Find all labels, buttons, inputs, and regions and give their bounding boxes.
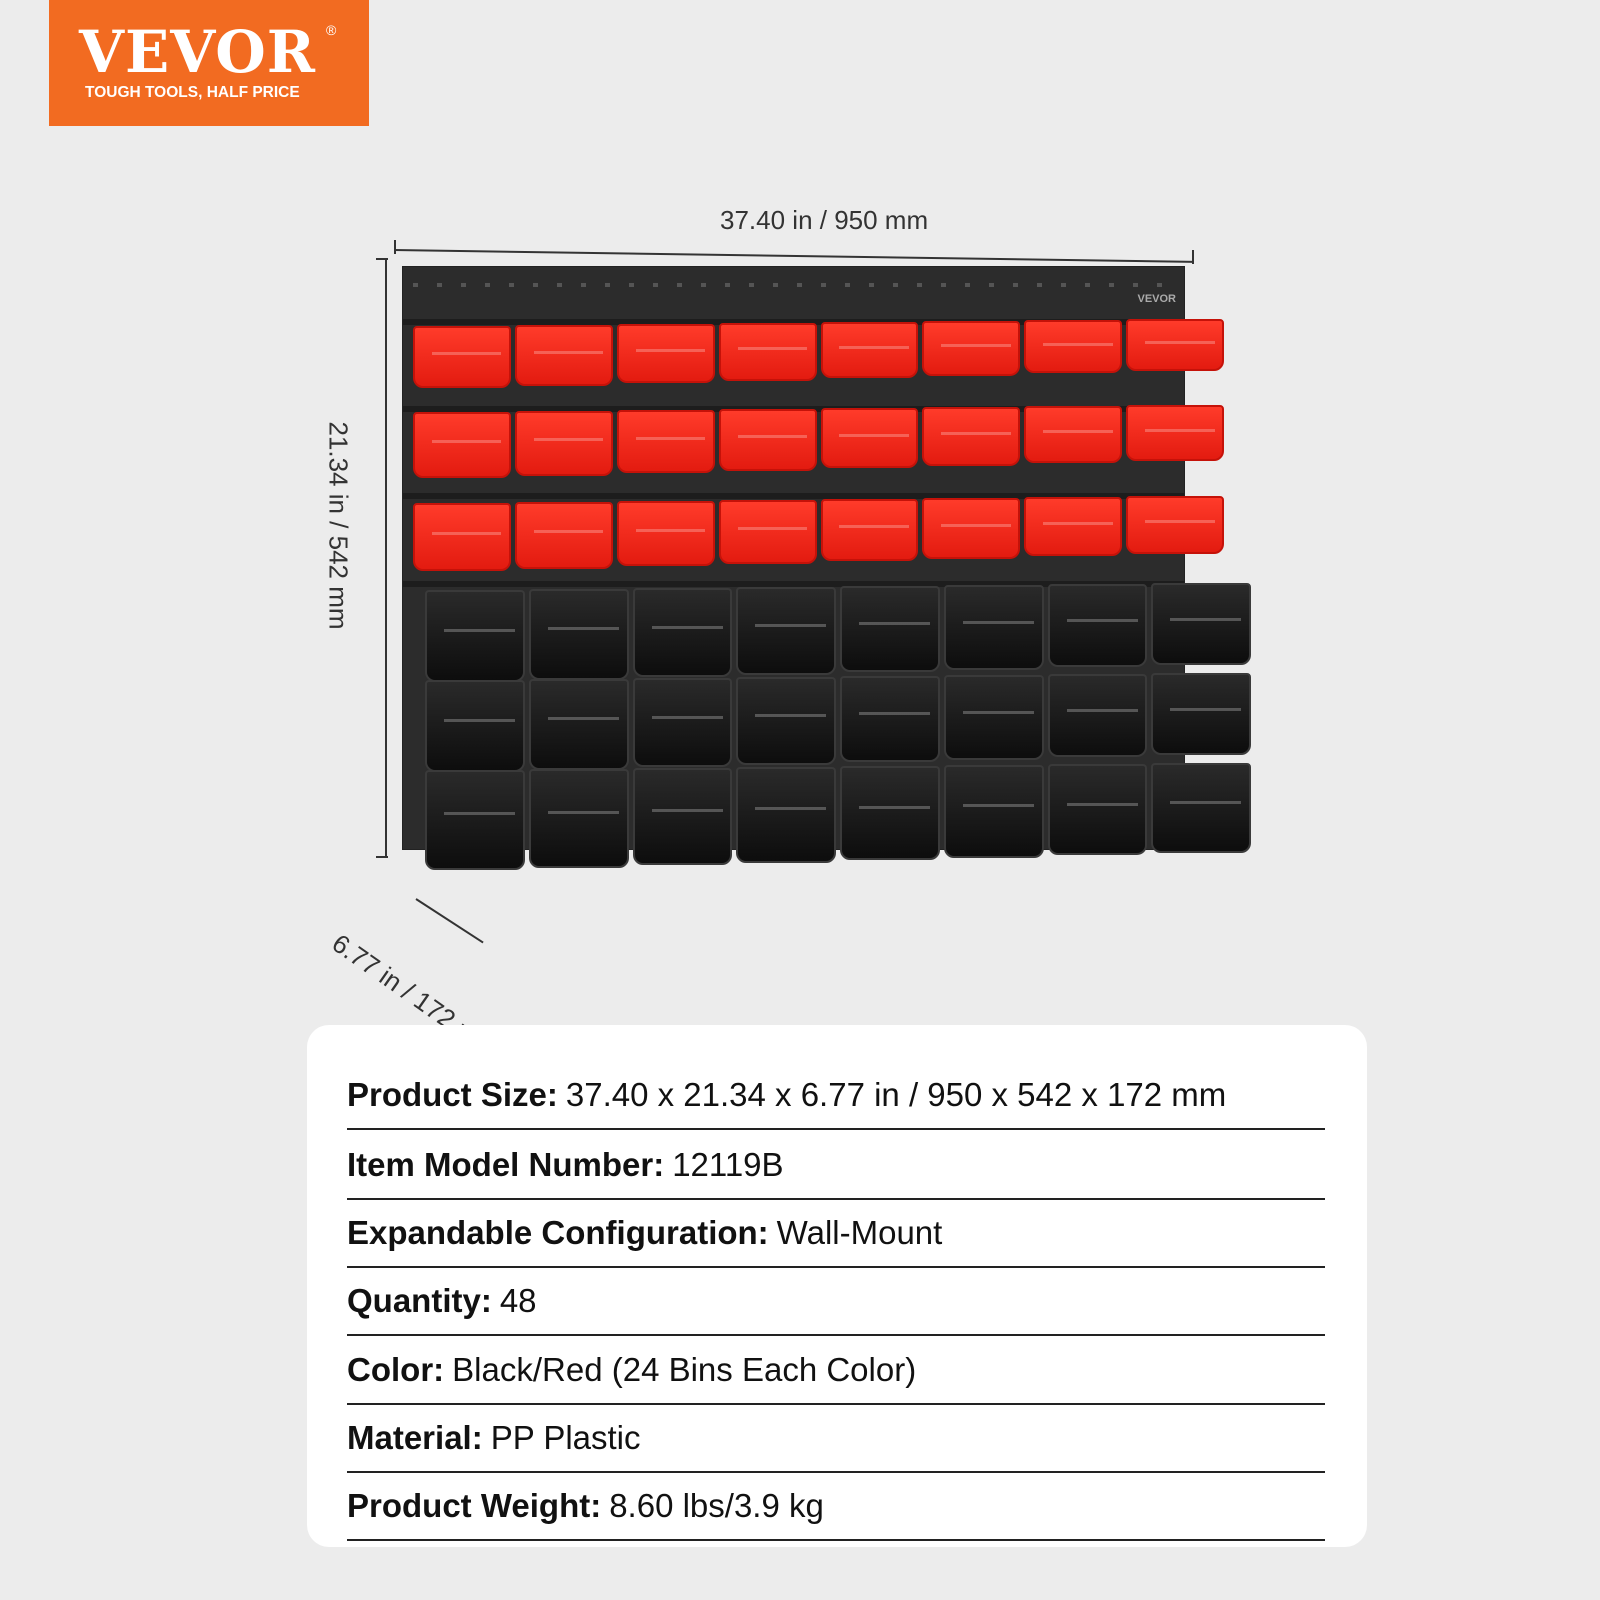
- black-storage-bin: [736, 587, 836, 675]
- red-storage-bin: [514, 411, 613, 476]
- black-storage-bin: [632, 678, 733, 767]
- black-storage-bin: [1151, 673, 1251, 755]
- depth-dimension-line: [415, 898, 484, 944]
- red-storage-bin: [820, 499, 919, 561]
- black-storage-bin: [1151, 583, 1251, 665]
- panel-rail: [403, 493, 1184, 499]
- spec-label: Product Weight:: [347, 1487, 602, 1524]
- black-storage-bin: [943, 585, 1044, 670]
- width-dimension-label: 37.40 in / 950 mm: [720, 205, 929, 235]
- black-storage-bin: [840, 676, 940, 762]
- spec-value: PP Plastic: [490, 1419, 641, 1456]
- red-storage-bin: [718, 500, 817, 564]
- black-storage-bin: [1151, 763, 1251, 853]
- red-storage-bin: [1024, 320, 1123, 373]
- spec-value: 48: [499, 1282, 537, 1319]
- panel-hole-strip: [413, 283, 1174, 287]
- red-storage-bin: [820, 408, 919, 468]
- height-tick-bottom: [376, 856, 388, 858]
- red-storage-bin: [616, 501, 715, 566]
- width-tick-right: [1192, 250, 1194, 264]
- spec-row-weight: Product Weight: 8.60 lbs/3.9 kg: [347, 1471, 1325, 1541]
- spec-value: 12119B: [672, 1146, 784, 1183]
- spec-label: Expandable Configuration:: [347, 1214, 769, 1251]
- spec-row-configuration: Expandable Configuration: Wall-Mount: [347, 1198, 1325, 1268]
- red-storage-bin: [413, 326, 511, 388]
- logo-wordmark: VEVOR: [79, 18, 316, 86]
- width-tick-left: [394, 240, 396, 254]
- black-storage-bin: [425, 680, 525, 772]
- black-storage-bin: [943, 675, 1044, 760]
- spec-row-model-number: Item Model Number: 12119B: [347, 1130, 1325, 1200]
- red-storage-bin: [718, 409, 817, 471]
- red-storage-bin: [1126, 319, 1224, 371]
- panel-rail: [403, 319, 1184, 325]
- red-storage-bin: [514, 325, 613, 386]
- black-storage-bin: [943, 765, 1044, 858]
- spec-value: 8.60 lbs/3.9 kg: [609, 1487, 824, 1524]
- height-dimension-label: 21.34 in / 542 mm: [323, 421, 354, 630]
- vevor-logo: VEVOR ® TOUGH TOOLS, HALF PRICE: [49, 0, 369, 126]
- black-storage-bin: [528, 769, 629, 868]
- black-storage-bin: [736, 677, 836, 765]
- red-storage-bin: [1126, 496, 1224, 554]
- black-storage-bin: [425, 590, 525, 682]
- spec-label: Item Model Number:: [347, 1146, 665, 1183]
- height-tick-top: [376, 258, 388, 260]
- spec-label: Product Size:: [347, 1076, 558, 1113]
- spec-row-material: Material: PP Plastic: [347, 1403, 1325, 1473]
- black-storage-bin: [736, 767, 836, 863]
- spec-label: Color:: [347, 1351, 445, 1388]
- spec-value: 37.40 x 21.34 x 6.77 in / 950 x 542 x 17…: [565, 1076, 1227, 1113]
- red-storage-bin: [1024, 406, 1123, 463]
- red-storage-bin: [413, 503, 511, 571]
- red-storage-bin: [922, 498, 1021, 559]
- red-storage-bin: [718, 323, 817, 381]
- black-storage-bin: [528, 589, 629, 680]
- black-storage-bin: [840, 766, 940, 860]
- spec-value: Black/Red (24 Bins Each Color): [452, 1351, 917, 1388]
- red-storage-bin: [514, 502, 613, 569]
- spec-label: Quantity:: [347, 1282, 492, 1319]
- red-storage-bin: [922, 407, 1021, 466]
- red-storage-bin: [616, 410, 715, 473]
- red-storage-bin: [1024, 497, 1123, 556]
- spec-label: Material:: [347, 1419, 483, 1456]
- width-dimension-line: [393, 249, 1194, 263]
- black-storage-bin: [840, 586, 940, 672]
- registered-mark: ®: [326, 22, 337, 38]
- height-dimension-line: [385, 258, 387, 858]
- black-storage-bin: [1047, 764, 1148, 855]
- red-storage-bin: [820, 322, 919, 378]
- spec-card: Product Size: 37.40 x 21.34 x 6.77 in / 9…: [307, 1025, 1367, 1547]
- red-storage-bin: [1126, 405, 1224, 461]
- red-storage-bin: [922, 321, 1021, 376]
- logo-tagline: TOUGH TOOLS, HALF PRICE: [85, 84, 300, 101]
- black-storage-bin: [425, 770, 525, 870]
- black-storage-bin: [528, 679, 629, 770]
- panel-rail: [403, 581, 1184, 587]
- red-storage-bin: [616, 324, 715, 383]
- spec-value: Wall-Mount: [776, 1214, 943, 1251]
- spec-row-product-size: Product Size: 37.40 x 21.34 x 6.77 in / 9…: [347, 1060, 1325, 1130]
- board-logo: VEVOR: [1137, 293, 1176, 305]
- black-storage-bin: [632, 768, 733, 865]
- spec-row-color: Color: Black/Red (24 Bins Each Color): [347, 1335, 1325, 1405]
- black-storage-bin: [632, 588, 733, 677]
- black-storage-bin: [1047, 674, 1148, 757]
- spec-row-quantity: Quantity: 48: [347, 1266, 1325, 1336]
- red-storage-bin: [413, 412, 511, 478]
- black-storage-bin: [1047, 584, 1148, 667]
